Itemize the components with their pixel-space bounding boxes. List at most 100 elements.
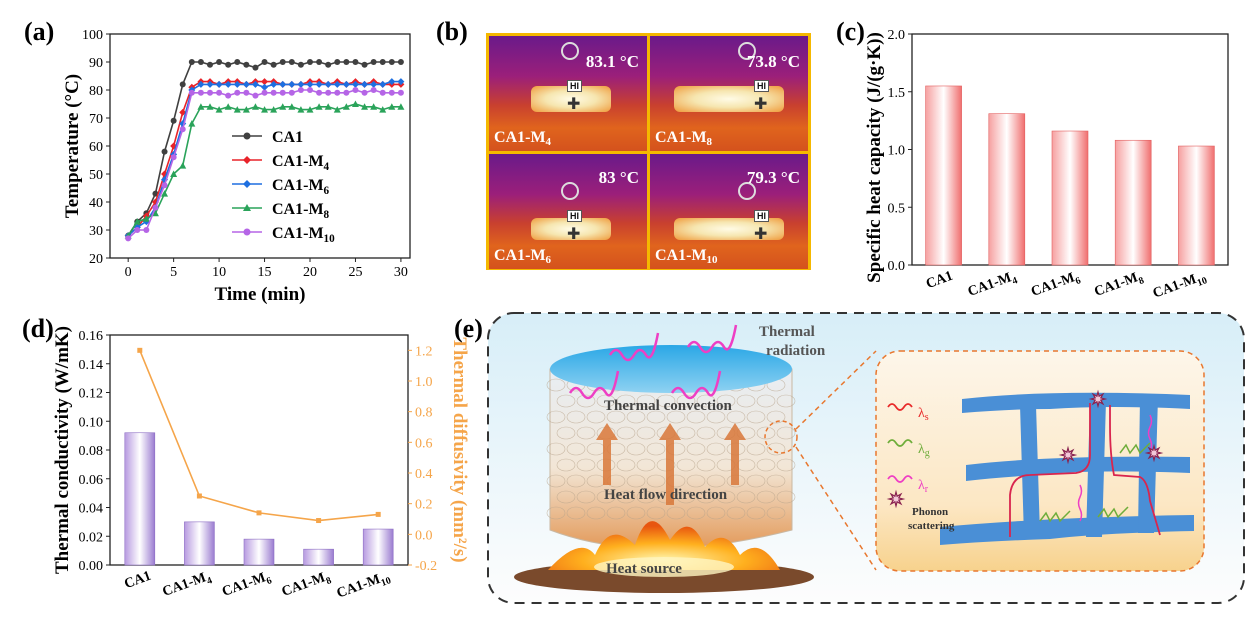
data-point-a [288,80,296,88]
hi-crosshair-icon: ✚ [567,224,581,243]
data-point-a [379,80,387,88]
data-point-a [388,59,395,65]
data-point-a [334,59,341,65]
data-point-a [342,80,350,88]
data-point-a [288,89,295,96]
bar-c [1051,130,1089,266]
data-point-a [361,89,368,96]
ytick-label-a: 40 [89,196,103,211]
data-point-a [188,120,196,127]
data-point-a [206,80,214,88]
panel-label-a: (a) [24,17,54,46]
category-label-c: CA1-M6 [1029,269,1082,303]
heat-source-label: Heat source [606,561,682,577]
ytick-label-a: 20 [89,252,103,267]
data-point-a [152,204,159,211]
data-point-a [343,89,350,96]
data-point-a [270,61,277,68]
category-label-c: CA1-M4 [966,269,1019,303]
data-point-a [352,59,359,65]
data-point-a [170,117,177,124]
bar-d [303,548,334,566]
data-point-a [315,80,323,88]
ytick-label-d: 0.04 [79,502,104,517]
y2tick-label-d: 0.4 [415,467,433,482]
data-point-a [261,89,268,96]
data-point-a [342,103,350,110]
data-point-a [388,89,395,96]
data-point-a [242,80,250,88]
data-point-a [297,106,305,113]
data-point-a [397,78,405,86]
data-point-a [215,80,223,88]
data-point-a [270,80,278,88]
hi-marker: HI [754,80,769,92]
data-point-a [279,103,287,110]
data-point-a [243,61,250,68]
data-point-a [215,106,223,113]
thermal-image: HI ✚ 83.1 °C CA1-M4 [489,36,647,151]
legend-label-a: CA1 [272,129,303,146]
hi-crosshair-icon: ✚ [754,94,768,113]
ytick-label-d: 0.08 [79,444,104,459]
data-point-a [370,103,378,110]
data-point-a [133,218,141,225]
schematic-e: (e) Thermal radiation Thermal convection… [454,312,1245,604]
thermal-frame: (b) [436,17,468,46]
legend-label-a: CA1-M8 [272,201,330,221]
panel-label-e: (e) [454,314,483,343]
y2tick-label-d: -0.2 [415,559,437,574]
data-point-a [151,209,159,217]
data-point-a [233,80,241,88]
data-point-a [334,89,341,96]
ytick-label-d: 0.16 [79,329,104,344]
data-point-a [233,106,241,113]
data-point-a [125,235,132,242]
radiation-waves [568,324,738,400]
ytick-label-d: 0.14 [79,358,104,373]
bar-c [1114,139,1152,266]
bar-c [988,113,1026,266]
lambda-r-label: λr [918,478,929,495]
data-point-a [361,80,369,88]
data-point-a [224,103,232,110]
data-point-a [379,106,387,113]
ytick-label-d: 0.06 [79,473,104,488]
category-label-d: CA1-M4 [161,569,214,603]
data-point-a [315,103,323,110]
data-point-a [306,106,314,113]
bar-d [124,432,156,566]
data-point-a [251,103,259,110]
data-point-a [179,162,187,169]
data-point-a [388,103,396,110]
lambda-g-label: λg [918,442,930,459]
ytick-label-a: 50 [89,168,103,183]
data-point-a [197,103,205,110]
xtick-label-a: 10 [212,265,226,280]
legend-label-a: CA1-M4 [272,153,330,173]
data-point-a [288,59,295,65]
data-point-a [306,80,314,88]
diffusivity-point [137,347,143,353]
data-point-a [307,59,313,65]
data-point-a [397,103,405,110]
data-point-a [252,92,259,99]
data-point-a [343,59,350,65]
ytick-label-c: 1.0 [888,144,906,159]
panel-label-c: (c) [836,17,865,46]
xtick-label-a: 0 [125,265,132,280]
heat-source-fire [514,521,814,593]
phonon-scattering-icon [1088,389,1108,409]
legend-label-a: CA1-M10 [272,225,335,245]
ytick-label-c: 1.5 [888,86,906,101]
data-point-a [261,83,269,91]
diffusivity-point [256,510,262,516]
data-point-a [188,59,195,65]
ytick-label-d: 0.12 [79,387,104,402]
zoom-circle [764,420,798,454]
ytick-label-a: 70 [89,112,103,127]
data-point-a [142,215,150,222]
data-point-a [361,103,369,110]
data-point-a [261,78,269,86]
crosshair-icon [738,182,756,200]
